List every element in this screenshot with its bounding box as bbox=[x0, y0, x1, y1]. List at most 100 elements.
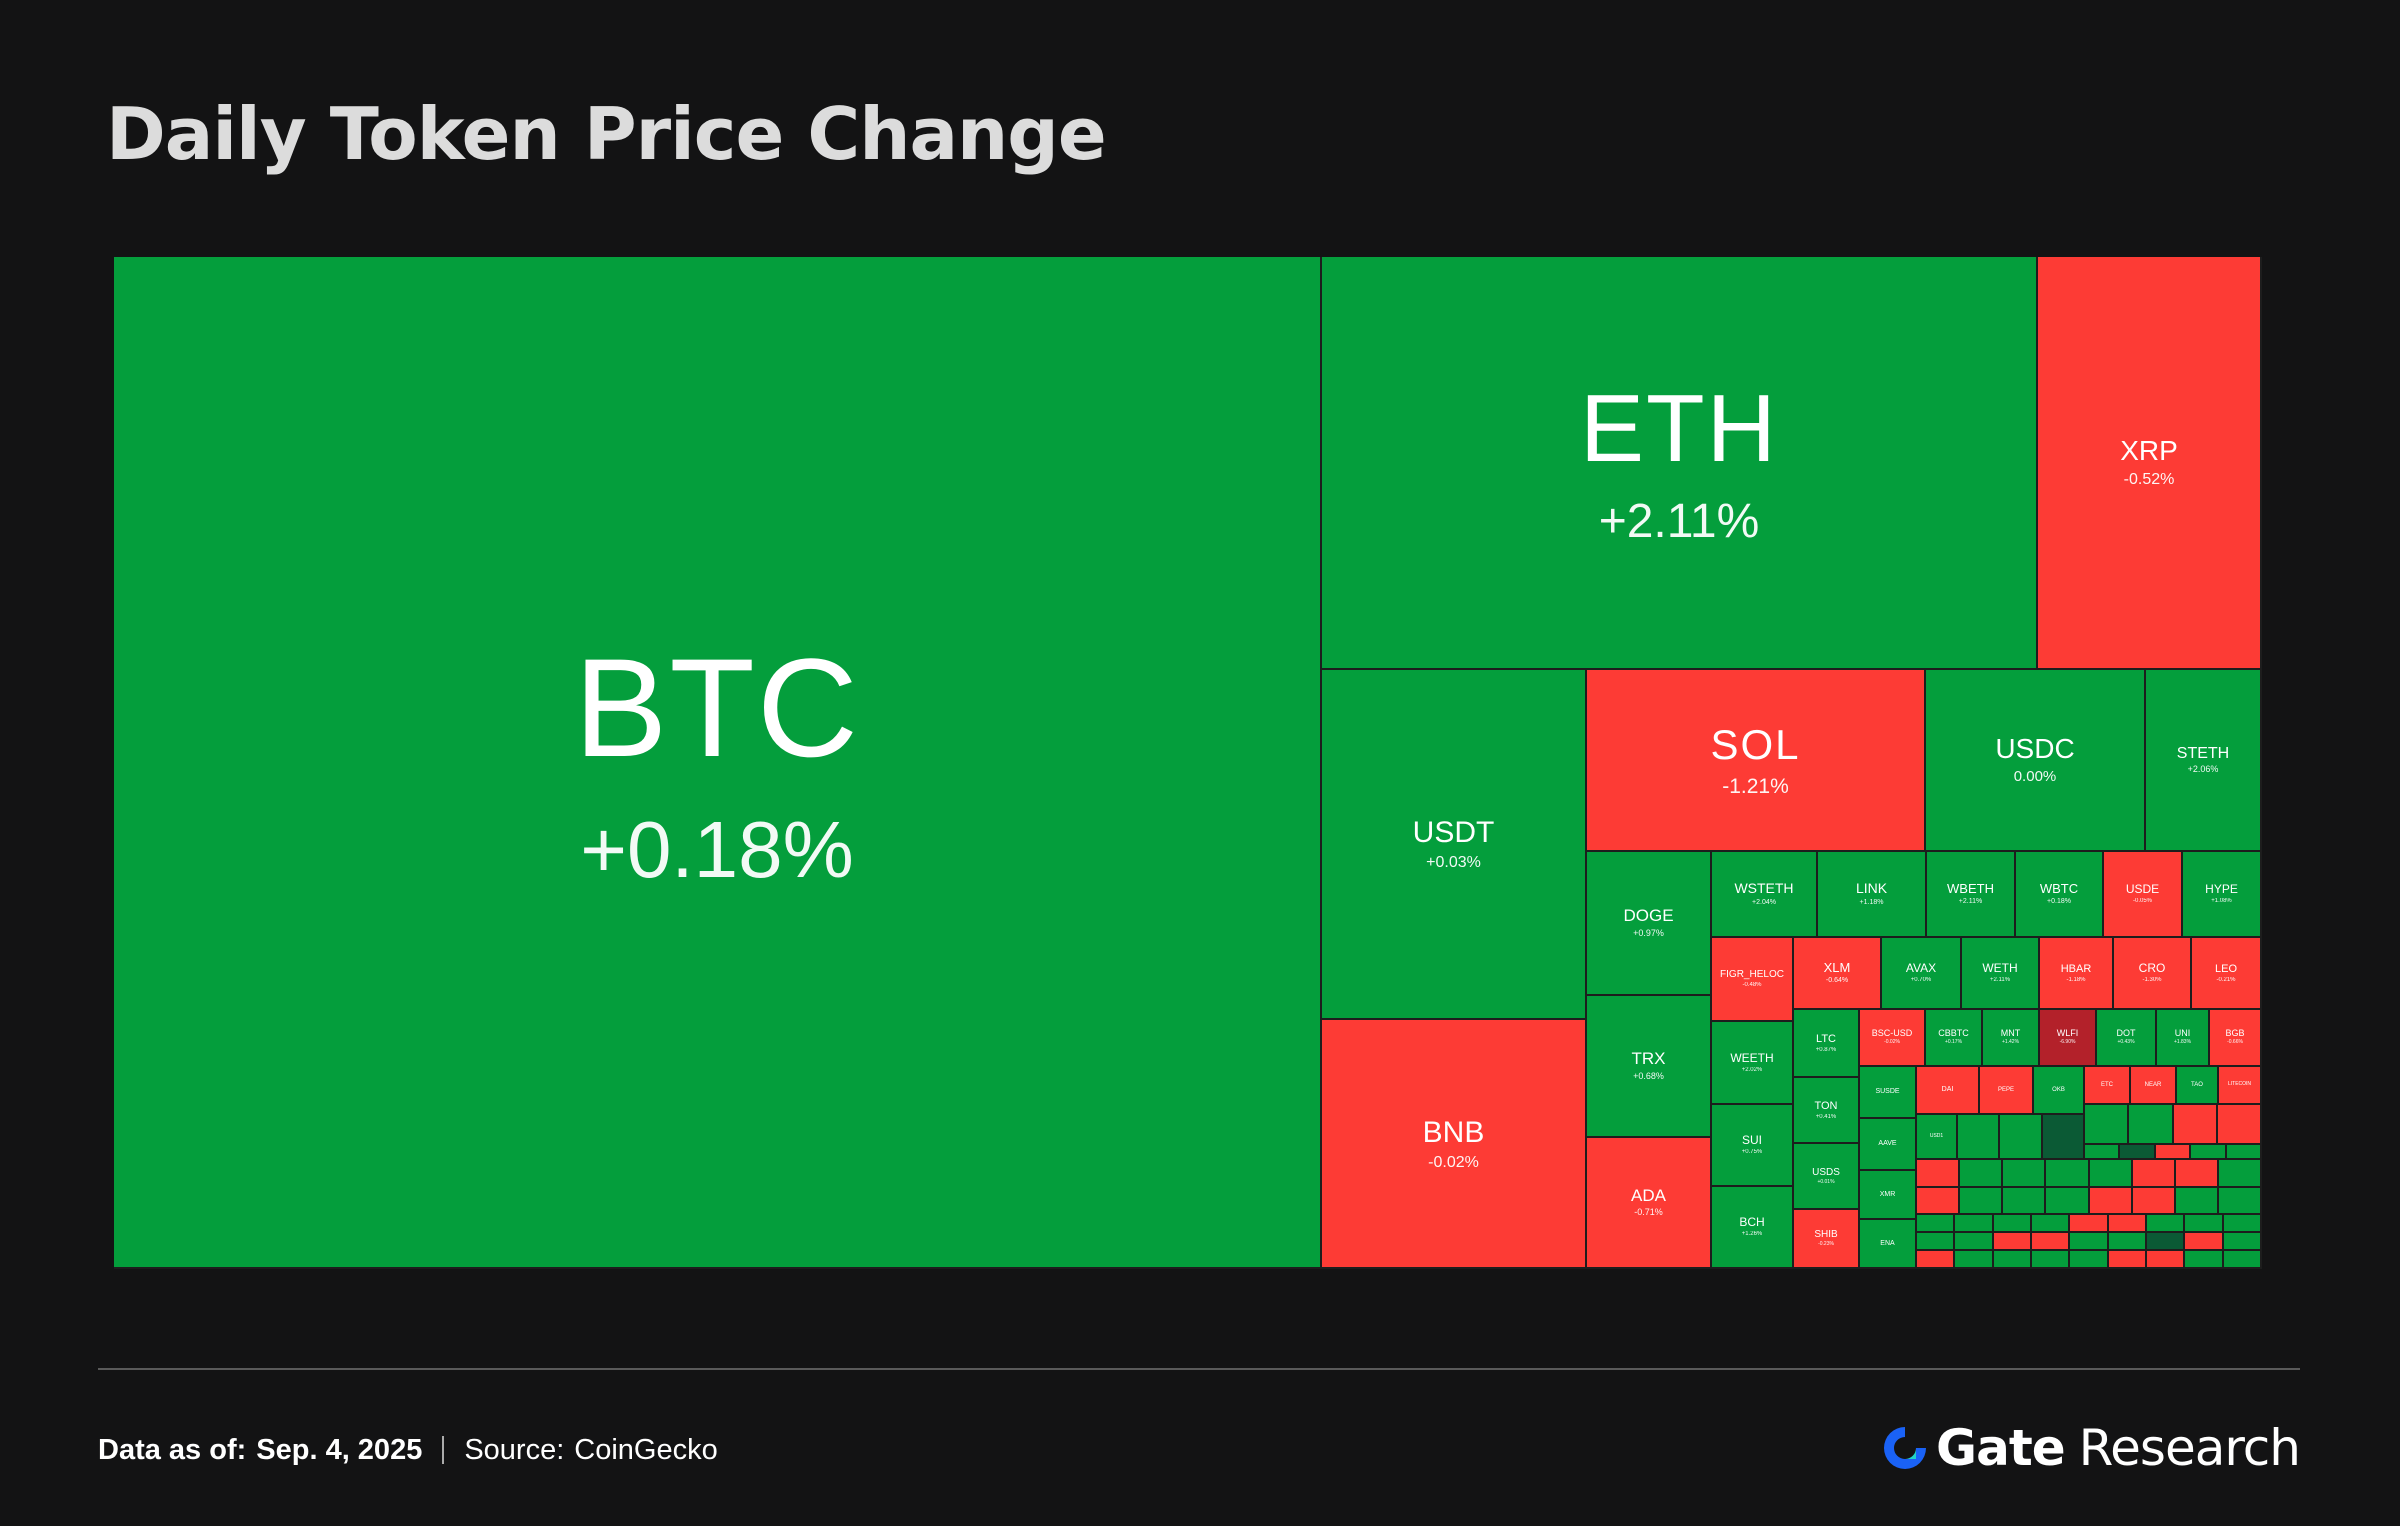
tile-small[interactable] bbox=[1955, 1251, 1994, 1269]
tile-xrp[interactable]: XRP -0.52% bbox=[2038, 257, 2262, 670]
tile-dot[interactable]: DOT +0.43% bbox=[2097, 1010, 2157, 1067]
tile-ada[interactable]: ADA -0.71% bbox=[1587, 1138, 1712, 1269]
tile-small[interactable] bbox=[2032, 1251, 2071, 1269]
tile-small[interactable] bbox=[2191, 1145, 2227, 1160]
tile-small[interactable] bbox=[2085, 1145, 2121, 1160]
tile-hbar[interactable]: HBAR -1.18% bbox=[2040, 938, 2114, 1010]
tile-eth[interactable]: ETH +2.11% bbox=[1322, 257, 2038, 670]
tile-small[interactable] bbox=[2185, 1233, 2224, 1251]
tile-hype[interactable]: HYPE +1.08% bbox=[2183, 852, 2262, 938]
tile-small[interactable] bbox=[2132, 1187, 2176, 1215]
tile-small[interactable] bbox=[2089, 1160, 2133, 1188]
tile-small[interactable] bbox=[2185, 1251, 2224, 1269]
tile-sol[interactable]: SOL -1.21% bbox=[1587, 670, 1926, 852]
tile-avax[interactable]: AVAX +0.70% bbox=[1882, 938, 1962, 1010]
tile-small[interactable] bbox=[1960, 1187, 2004, 1215]
tile-xmr[interactable]: XMR bbox=[1860, 1171, 1917, 1220]
tile-usde[interactable]: USDE -0.05% bbox=[2104, 852, 2183, 938]
tile-xlm[interactable]: XLM -0.64% bbox=[1794, 938, 1882, 1010]
tile-small[interactable] bbox=[2070, 1251, 2109, 1269]
tile-small[interactable] bbox=[1993, 1233, 2032, 1251]
tile-small[interactable] bbox=[2003, 1160, 2047, 1188]
tile-susde[interactable]: SUSDE bbox=[1860, 1067, 1917, 1119]
tile-small[interactable] bbox=[2223, 1251, 2262, 1269]
tile-small[interactable] bbox=[2175, 1187, 2219, 1215]
tile-usdt[interactable]: USDT +0.03% bbox=[1322, 670, 1587, 1020]
tile-steth[interactable]: STETH +2.06% bbox=[2146, 670, 2262, 852]
tile-bgb[interactable]: BGB -0.66% bbox=[2210, 1010, 2262, 1067]
tile-small[interactable] bbox=[1993, 1251, 2032, 1269]
tile-small[interactable] bbox=[2042, 1115, 2085, 1160]
tile-weeth[interactable]: WEETH +2.02% bbox=[1712, 1022, 1794, 1105]
tile-small[interactable] bbox=[2217, 1105, 2262, 1145]
tile-figr_heloc[interactable]: FIGR_HELOC -0.48% bbox=[1712, 938, 1794, 1022]
tile-small[interactable] bbox=[2132, 1160, 2176, 1188]
tile-small[interactable] bbox=[2147, 1215, 2186, 1233]
tile-etc[interactable]: ETC bbox=[2085, 1067, 2131, 1105]
tile-small[interactable] bbox=[2070, 1233, 2109, 1251]
tile-leo[interactable]: LEO -0.21% bbox=[2192, 938, 2262, 1010]
tile-small[interactable] bbox=[2129, 1105, 2174, 1145]
tile-small[interactable] bbox=[2108, 1251, 2147, 1269]
tile-small[interactable] bbox=[2000, 1115, 2043, 1160]
tile-small[interactable] bbox=[2046, 1160, 2090, 1188]
tile-small[interactable] bbox=[2032, 1215, 2071, 1233]
tile-small[interactable] bbox=[2003, 1187, 2047, 1215]
tile-small[interactable] bbox=[2218, 1160, 2262, 1188]
tile-ltc[interactable]: LTC +0.87% bbox=[1794, 1010, 1860, 1078]
tile-wbeth[interactable]: WBETH +2.11% bbox=[1927, 852, 2016, 938]
tile-litecoin[interactable]: LITECOIN bbox=[2219, 1067, 2262, 1105]
tile-bsc-usd[interactable]: BSC-USD -0.02% bbox=[1860, 1010, 1926, 1067]
tile-small[interactable] bbox=[1917, 1251, 1956, 1269]
tile-small[interactable] bbox=[1958, 1115, 2001, 1160]
tile-shib[interactable]: SHIB -0.23% bbox=[1794, 1210, 1860, 1269]
tile-ena[interactable]: ENA bbox=[1860, 1220, 1917, 1269]
tile-small[interactable] bbox=[2032, 1233, 2071, 1251]
tile-pepe[interactable]: PEPE bbox=[1980, 1067, 2034, 1115]
tile-near[interactable]: NEAR bbox=[2131, 1067, 2177, 1105]
tile-ton[interactable]: TON +0.41% bbox=[1794, 1078, 1860, 1144]
tile-small[interactable] bbox=[1917, 1215, 1956, 1233]
tile-link[interactable]: LINK +1.18% bbox=[1818, 852, 1927, 938]
tile-okb[interactable]: OKB bbox=[2034, 1067, 2085, 1115]
tile-usdc[interactable]: USDC 0.00% bbox=[1926, 670, 2146, 852]
tile-trx[interactable]: TRX +0.68% bbox=[1587, 996, 1712, 1138]
tile-usd1[interactable]: USD1 bbox=[1917, 1115, 1958, 1160]
tile-small[interactable] bbox=[2175, 1160, 2219, 1188]
tile-wlfi[interactable]: WLFI -6.90% bbox=[2040, 1010, 2097, 1067]
tile-small[interactable] bbox=[2185, 1215, 2224, 1233]
tile-small[interactable] bbox=[2120, 1145, 2156, 1160]
tile-cbbtc[interactable]: CBBTC +0.17% bbox=[1926, 1010, 1983, 1067]
tile-small[interactable] bbox=[2108, 1233, 2147, 1251]
tile-small[interactable] bbox=[2070, 1215, 2109, 1233]
tile-usds[interactable]: USDS +0.01% bbox=[1794, 1144, 1860, 1210]
tile-btc[interactable]: BTC +0.18% bbox=[114, 257, 1322, 1269]
tile-small[interactable] bbox=[2085, 1105, 2130, 1145]
tile-small[interactable] bbox=[2173, 1105, 2218, 1145]
tile-small[interactable] bbox=[1960, 1160, 2004, 1188]
tile-wsteth[interactable]: WSTETH +2.04% bbox=[1712, 852, 1818, 938]
tile-dai[interactable]: DAI bbox=[1917, 1067, 1980, 1115]
tile-small[interactable] bbox=[1917, 1160, 1961, 1188]
tile-small[interactable] bbox=[1917, 1187, 1961, 1215]
tile-small[interactable] bbox=[1955, 1215, 1994, 1233]
tile-small[interactable] bbox=[2223, 1233, 2262, 1251]
tile-bch[interactable]: BCH +1.26% bbox=[1712, 1187, 1794, 1269]
tile-bnb[interactable]: BNB -0.02% bbox=[1322, 1020, 1587, 1269]
tile-uni[interactable]: UNI +1.83% bbox=[2157, 1010, 2210, 1067]
tile-small[interactable] bbox=[2223, 1215, 2262, 1233]
tile-aave[interactable]: AAVE bbox=[1860, 1119, 1917, 1171]
tile-tao[interactable]: TAO bbox=[2177, 1067, 2219, 1105]
tile-small[interactable] bbox=[2108, 1215, 2147, 1233]
tile-mnt[interactable]: MNT +1.42% bbox=[1983, 1010, 2040, 1067]
tile-small[interactable] bbox=[2226, 1145, 2262, 1160]
tile-small[interactable] bbox=[2147, 1233, 2186, 1251]
tile-small[interactable] bbox=[1955, 1233, 1994, 1251]
tile-weth[interactable]: WETH +2.11% bbox=[1962, 938, 2040, 1010]
tile-small[interactable] bbox=[2089, 1187, 2133, 1215]
tile-cro[interactable]: CRO -1.30% bbox=[2114, 938, 2192, 1010]
tile-small[interactable] bbox=[1993, 1215, 2032, 1233]
tile-small[interactable] bbox=[2155, 1145, 2192, 1160]
tile-small[interactable] bbox=[1917, 1233, 1956, 1251]
tile-small[interactable] bbox=[2147, 1251, 2186, 1269]
